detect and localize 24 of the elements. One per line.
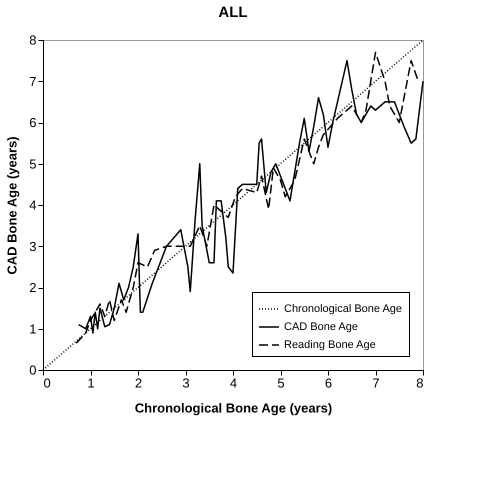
x-tick-label: 7 [372,376,380,390]
y-tick-label: 1 [29,321,36,336]
x-tick-label: 6 [324,376,332,390]
legend-label: Reading Bone Age [284,339,376,351]
y-tick-label: 7 [29,74,36,89]
y-tick-label: 8 [29,32,36,48]
y-tick-label: 2 [29,280,36,295]
y-axis-title: CAD Bone Age (years) [4,136,20,275]
x-tick-label: 1 [87,376,95,390]
y-tick-label: 3 [29,238,36,254]
x-tick-label: 8 [416,376,424,390]
legend-label: Chronological Bone Age [284,303,402,315]
chart-title: ALL [218,4,248,21]
x-tick-label: 0 [44,376,51,390]
x-axis-title: Chronological Bone Age (years) [134,400,332,416]
x-tick-label: 4 [230,376,238,390]
legend-label: CAD Bone Age [284,321,358,333]
y-tick-label: 5 [29,156,36,172]
x-tick-label: 2 [134,376,142,390]
x-tick-label: 5 [277,376,285,390]
x-tick-label: 3 [182,376,190,390]
y-tick-label: 0 [29,362,36,378]
y-tick-label: 4 [29,198,36,212]
y-tick-label: 6 [29,115,36,130]
